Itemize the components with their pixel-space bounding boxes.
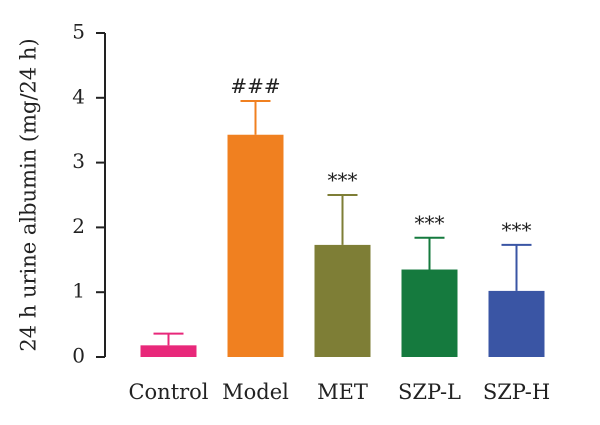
bar-szp-l bbox=[401, 269, 458, 357]
significance-annotation: ### bbox=[230, 74, 280, 98]
bar-met bbox=[314, 244, 371, 357]
category-label: SZP-L bbox=[398, 380, 461, 404]
category-label: Control bbox=[128, 380, 208, 404]
y-tick-label: 2 bbox=[72, 214, 85, 238]
category-label: MET bbox=[317, 380, 368, 404]
y-axis-label: 24 h urine albumin (mg/24 h) bbox=[17, 38, 41, 351]
y-tick-label: 0 bbox=[72, 344, 85, 368]
y-tick-label: 4 bbox=[72, 84, 85, 108]
significance-annotation: *** bbox=[328, 168, 358, 192]
bar-control bbox=[140, 345, 197, 357]
bar-model bbox=[227, 134, 284, 357]
category-label: SZP-H bbox=[483, 380, 550, 404]
category-label: Model bbox=[222, 380, 289, 404]
y-tick-label: 5 bbox=[72, 20, 85, 44]
y-tick-label: 3 bbox=[72, 149, 85, 173]
y-tick-label: 1 bbox=[72, 279, 85, 303]
significance-annotation: *** bbox=[415, 211, 445, 235]
significance-annotation: *** bbox=[502, 218, 532, 242]
bar-szp-h bbox=[488, 290, 545, 357]
